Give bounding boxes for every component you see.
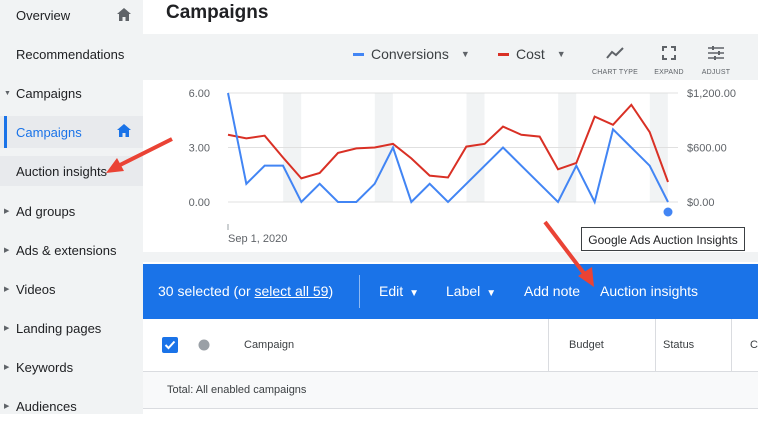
- toolbar-divider: [359, 275, 360, 308]
- expand-icon: [662, 46, 676, 60]
- last-point-marker: [663, 207, 673, 217]
- total-row-label: Total: All enabled campaigns: [167, 384, 307, 396]
- caret-down-icon: ▼: [4, 89, 11, 97]
- series-swatch: [353, 52, 364, 56]
- home-icon: [117, 8, 131, 21]
- caret-down-icon: ▼: [486, 288, 497, 299]
- add-note-button[interactable]: Add note: [524, 283, 581, 299]
- chart-type-icon: [606, 47, 624, 59]
- legend-cost-dropdown[interactable]: Cost ▼: [498, 46, 566, 62]
- status-dot-icon: [198, 339, 210, 351]
- adjust-icon: [708, 46, 724, 60]
- sidebar-nav: Overview Recommendations ▼ Campaigns Cam…: [0, 0, 143, 414]
- sidebar-item-videos[interactable]: ▶ Videos: [0, 274, 143, 304]
- sidebar-item-label: Ads & extensions: [16, 242, 117, 258]
- tool-label: ADJUST: [701, 69, 731, 76]
- sidebar-item-ads-extensions[interactable]: ▶ Ads & extensions: [0, 235, 143, 265]
- y-tick-left: 3.00: [189, 143, 210, 155]
- x-tick-label: Sep 1, 2020: [228, 233, 287, 245]
- chart-type-button[interactable]: CHART TYPE: [590, 46, 640, 76]
- y-tick-left: 0.00: [189, 197, 210, 209]
- conversions-line: [227, 92, 669, 205]
- sidebar-item-label: Audiences: [16, 398, 77, 414]
- caret-down-icon: ▼: [409, 288, 420, 299]
- column-header-campaign[interactable]: Campaign: [244, 339, 295, 351]
- sidebar-item-label: Auction insights: [16, 163, 108, 179]
- sidebar-item-label: Landing pages: [16, 320, 102, 336]
- adjust-button[interactable]: ADJUST: [691, 46, 741, 76]
- selection-suffix: ): [328, 283, 334, 299]
- label-button[interactable]: Label ▼: [446, 283, 496, 299]
- y-tick-right: $1,200.00: [687, 88, 736, 100]
- edit-button[interactable]: Edit ▼: [379, 283, 419, 299]
- sidebar-item-landing-pages[interactable]: ▶ Landing pages: [0, 313, 143, 343]
- auction-insights-tooltip: Google Ads Auction Insights: [581, 227, 745, 251]
- sidebar-item-label: Recommendations: [16, 46, 125, 62]
- column-header-next[interactable]: C: [750, 339, 758, 351]
- y-tick-left: 6.00: [189, 88, 210, 100]
- sidebar-item-label: Keywords: [16, 359, 74, 375]
- y-tick-right: $600.00: [687, 143, 727, 155]
- tool-label: EXPAND: [654, 69, 684, 76]
- sidebar-item-recommendations[interactable]: Recommendations: [0, 39, 143, 69]
- caret-down-icon: ▼: [460, 49, 470, 59]
- column-divider: [655, 319, 656, 371]
- page-title: Campaigns: [166, 2, 269, 23]
- total-row: Total: All enabled campaigns: [143, 372, 758, 409]
- caret-right-icon: ▶: [4, 364, 10, 371]
- legend-conversions-dropdown[interactable]: Conversions ▼: [353, 46, 470, 62]
- column-divider: [731, 319, 732, 371]
- caret-right-icon: ▶: [4, 208, 10, 215]
- column-divider: [548, 319, 549, 371]
- sidebar-group-campaigns[interactable]: ▼ Campaigns: [0, 78, 143, 108]
- caret-right-icon: ▶: [4, 403, 10, 410]
- table-header: Campaign Budget Status C: [143, 319, 758, 372]
- sidebar-item-auction-insights[interactable]: Auction insights: [0, 156, 143, 186]
- selection-prefix: 30 selected (or: [158, 283, 255, 299]
- series-swatch: [498, 52, 509, 56]
- sidebar-item-audiences[interactable]: ▶ Audiences: [0, 391, 143, 421]
- caret-right-icon: ▶: [4, 325, 10, 332]
- edit-label: Edit: [379, 283, 404, 299]
- sidebar-item-label: Campaigns: [16, 124, 82, 140]
- tool-label: CHART TYPE: [592, 69, 638, 76]
- caret-right-icon: ▶: [4, 247, 10, 254]
- auction-insights-button[interactable]: Auction insights: [600, 283, 699, 299]
- legend-label: Conversions: [371, 46, 449, 62]
- selection-toolbar: 30 selected (or select all 59) Edit ▼ Lab…: [143, 264, 758, 319]
- legend-label: Cost: [516, 46, 545, 62]
- sidebar-item-label: Campaigns: [16, 85, 82, 101]
- sidebar-item-ad-groups[interactable]: ▶ Ad groups: [0, 196, 143, 226]
- cost-line: [227, 103, 669, 183]
- sidebar-item-label: Overview: [16, 7, 71, 23]
- y-tick-right: $0.00: [687, 197, 715, 209]
- select-all-checkbox[interactable]: [162, 337, 178, 353]
- selection-count: 30 selected (or select all 59): [158, 283, 333, 299]
- sidebar-item-keywords[interactable]: ▶ Keywords: [0, 352, 143, 382]
- expand-button[interactable]: EXPAND: [644, 46, 694, 76]
- label-label: Label: [446, 283, 481, 299]
- home-icon: [117, 124, 131, 137]
- sidebar-item-campaigns[interactable]: Campaigns: [0, 116, 143, 148]
- column-header-status[interactable]: Status: [663, 339, 695, 351]
- caret-right-icon: ▶: [4, 286, 10, 293]
- sidebar-item-label: Ad groups: [16, 203, 76, 219]
- performance-chart: 6.00 3.00 0.00 $1,200.00 $600.00 $0.00 Sep 1, …: [143, 80, 758, 252]
- column-header-budget[interactable]: Budget: [569, 339, 604, 351]
- sidebar-item-label: Videos: [16, 281, 56, 297]
- select-all-link[interactable]: select all 59: [254, 283, 329, 299]
- caret-down-icon: ▼: [556, 49, 566, 59]
- sidebar-item-overview[interactable]: Overview: [0, 0, 143, 30]
